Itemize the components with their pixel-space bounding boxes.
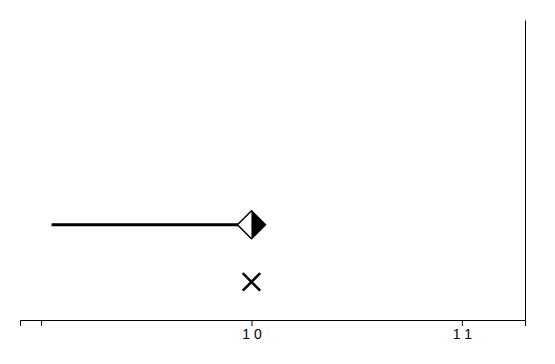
point xyxy=(237,211,265,239)
marks xyxy=(52,211,266,291)
chart-container: 1 0 1 1 xyxy=(0,0,555,364)
point-left-half xyxy=(237,211,251,239)
y-axis xyxy=(525,21,526,321)
point-outline xyxy=(237,211,265,239)
x-tick: 1 0 xyxy=(242,320,262,342)
x-tick xyxy=(41,320,42,326)
error-bar xyxy=(52,223,252,226)
point-right-half xyxy=(251,211,265,239)
x-axis: 1 0 1 1 xyxy=(21,320,526,342)
x-tick: 1 1 xyxy=(453,320,473,342)
x-tick-label: 1 1 xyxy=(453,326,473,342)
x-tick-label: 1 0 xyxy=(242,326,262,342)
x-tick-mark xyxy=(41,320,42,326)
y-axis-line xyxy=(525,21,526,321)
x-axis-line xyxy=(21,321,526,327)
point xyxy=(243,273,260,290)
plot: 1 0 1 1 xyxy=(21,21,526,342)
chart-svg: 1 0 1 1 xyxy=(0,0,555,364)
